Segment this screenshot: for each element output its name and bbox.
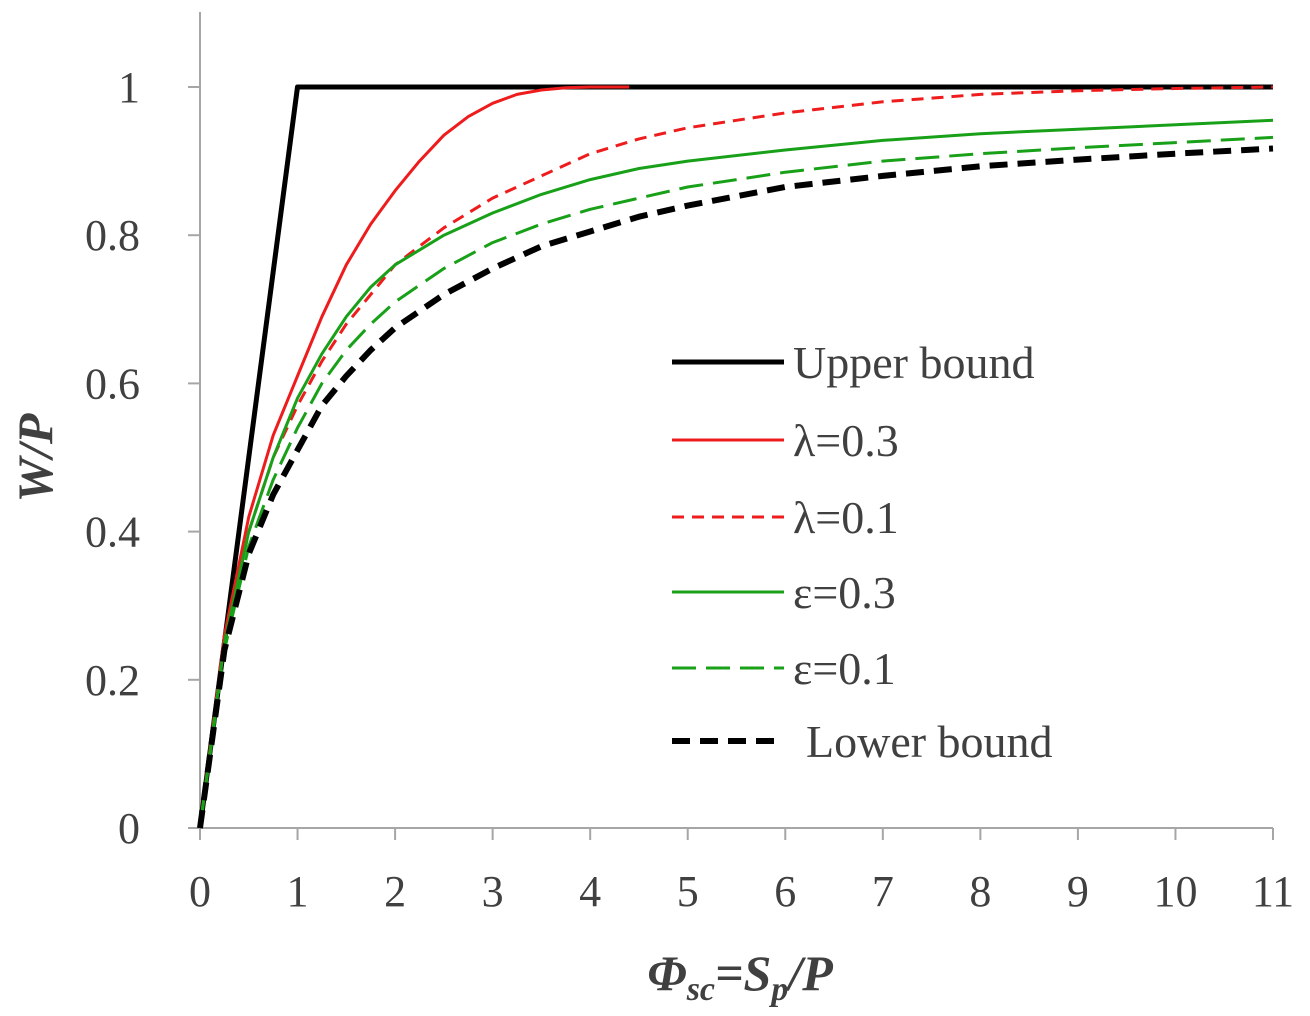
legend-label-2: λ=0.1	[793, 492, 899, 543]
legend-label-1: λ=0.3	[793, 415, 899, 466]
x-tick-label: 3	[482, 867, 504, 916]
x-tick-label: 8	[969, 867, 991, 916]
x-tick-label: 5	[677, 867, 699, 916]
series-line-2	[198, 85, 1274, 829]
legend-label-5: Lower bound	[806, 716, 1053, 767]
legend: Upper bound λ=0.3 λ=0.1 ε=0.3 ε=0.1 Lower bou…	[672, 337, 1053, 767]
series-line-5	[197, 145, 1274, 829]
series-line-0	[197, 84, 1273, 829]
x-tick-label: 0	[189, 867, 211, 916]
x-tick-label: 6	[774, 867, 796, 916]
x-tick-label: 1	[287, 867, 309, 916]
y-tick-label: 0.6	[85, 359, 140, 408]
series-line-3	[198, 118, 1274, 829]
series-lines	[197, 84, 1274, 829]
tick-labels: 0 1 2 3 4 5 6 7 8 9 10 11 0 0.2 0.4 0.6 0.8 1	[85, 63, 1294, 916]
legend-label-4: ε=0.1	[793, 643, 896, 694]
x-tick-label: 4	[579, 867, 601, 916]
y-axis-title: W/P	[7, 413, 63, 502]
x-tick-label: 9	[1067, 867, 1089, 916]
axes	[188, 12, 1274, 840]
y-tick-label: 0.2	[85, 656, 140, 705]
x-tick-label: 11	[1252, 867, 1294, 916]
y-tick-label: 1	[118, 63, 140, 112]
series-line-1	[198, 85, 630, 829]
x-axis-title: Φsc=Sp/P	[647, 945, 833, 1008]
legend-label-0: Upper bound	[793, 337, 1034, 388]
x-tick-label: 10	[1153, 867, 1197, 916]
x-tick-label: 7	[872, 867, 894, 916]
y-tick-label: 0.8	[85, 211, 140, 260]
series-line-4	[198, 135, 1274, 829]
legend-label-3: ε=0.3	[793, 567, 896, 618]
y-tick-label: 0.4	[85, 508, 140, 557]
y-tick-label: 0	[118, 804, 140, 853]
x-tick-label: 2	[384, 867, 406, 916]
